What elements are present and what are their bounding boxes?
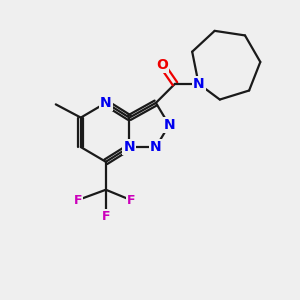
Text: N: N xyxy=(193,77,204,91)
Text: N: N xyxy=(150,140,162,154)
Text: O: O xyxy=(156,58,168,72)
Text: F: F xyxy=(74,194,82,207)
Text: F: F xyxy=(127,194,135,207)
Text: N: N xyxy=(100,96,112,110)
Text: F: F xyxy=(102,210,110,223)
Text: N: N xyxy=(124,140,135,154)
Text: N: N xyxy=(163,118,175,132)
